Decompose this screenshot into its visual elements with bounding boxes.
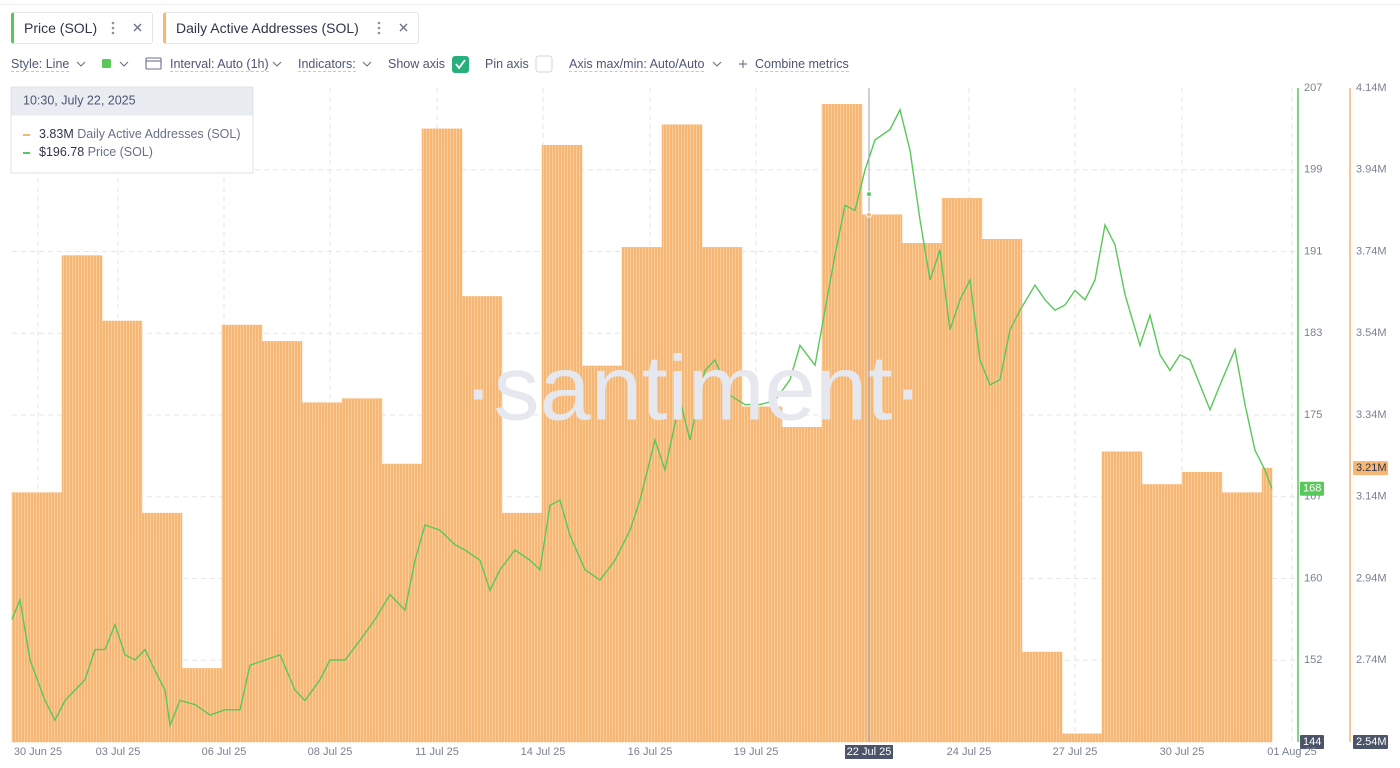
y2-tick-label: 3.34M bbox=[1356, 409, 1387, 421]
bar bbox=[741, 406, 783, 743]
y2-tick-label: 3.54M bbox=[1356, 327, 1387, 339]
x-tick-label: 19 Jul 25 bbox=[734, 746, 779, 758]
y-tick-label: 144 bbox=[1303, 736, 1321, 748]
x-tick-label: 06 Jul 25 bbox=[202, 746, 247, 758]
tooltip-value: $196.78 bbox=[39, 145, 84, 159]
tooltip-name: Price (SOL) bbox=[88, 145, 153, 159]
bar bbox=[101, 320, 143, 743]
x-tick-label: 16 Jul 25 bbox=[628, 746, 673, 758]
y-tick-label: 199 bbox=[1304, 164, 1322, 176]
bar bbox=[861, 214, 903, 743]
bar bbox=[981, 238, 1023, 743]
y-tick-label: 152 bbox=[1304, 654, 1322, 666]
axis-maxmin-select[interactable]: Axis max/min: Auto/Auto bbox=[569, 57, 705, 72]
hover-dot bbox=[866, 211, 872, 218]
last-price-bg bbox=[1300, 481, 1324, 496]
watermark: ·santiment· bbox=[463, 337, 923, 439]
x-tick-label: 14 Jul 25 bbox=[521, 746, 566, 758]
bar bbox=[141, 512, 183, 743]
x-tick-label: 30 Jun 25 bbox=[14, 746, 62, 758]
x-tick-label: 24 Jul 25 bbox=[947, 746, 992, 758]
x-tick-label: 22 Jul 25 bbox=[847, 746, 892, 758]
bar bbox=[1221, 492, 1263, 743]
x-tick-label: 03 Jul 25 bbox=[96, 746, 141, 758]
bar bbox=[381, 463, 423, 743]
x-tick-label: 30 Jul 25 bbox=[1160, 746, 1205, 758]
y-tick-label: 191 bbox=[1304, 245, 1322, 257]
bar bbox=[1101, 451, 1143, 743]
y2-tick-label: 3.74M bbox=[1356, 245, 1387, 257]
y-tick-label-bg bbox=[1300, 735, 1324, 749]
bar bbox=[581, 365, 623, 743]
x-tick-label: 11 Jul 25 bbox=[415, 746, 459, 758]
bar bbox=[501, 512, 543, 743]
y2-tick-label: 2.94M bbox=[1356, 572, 1387, 584]
y-tick-label: 207 bbox=[1304, 82, 1322, 94]
bar bbox=[1181, 471, 1223, 743]
x-tick-label: 01 Aug 25 bbox=[1267, 746, 1317, 758]
bar bbox=[941, 198, 983, 743]
price-line bbox=[11, 107, 1273, 729]
y2-tick-label: 2.54M bbox=[1356, 736, 1387, 748]
last-price: 168 bbox=[1303, 483, 1321, 495]
bar bbox=[341, 398, 383, 743]
tab-label: Daily Active Addresses (SOL) bbox=[176, 20, 359, 36]
y2-tick-label: 2.74M bbox=[1356, 654, 1387, 666]
bar bbox=[541, 144, 583, 743]
bar bbox=[61, 255, 103, 743]
y2-tick-label: 3.14M bbox=[1356, 491, 1387, 503]
bar bbox=[261, 341, 303, 743]
tooltip-value: 3.83M bbox=[39, 127, 74, 141]
y2-tick-label: 4.14M bbox=[1356, 82, 1387, 94]
tooltip-header bbox=[11, 87, 253, 116]
y2-tick-label: 3.94M bbox=[1356, 164, 1387, 176]
y-tick-label: 175 bbox=[1304, 409, 1322, 421]
bar bbox=[1141, 484, 1183, 743]
toolbar-icons bbox=[76, 55, 747, 73]
interval-select[interactable]: Interval: Auto (1h) bbox=[170, 57, 269, 72]
bar bbox=[461, 296, 503, 743]
x-tick-label-bg bbox=[845, 745, 893, 759]
bar bbox=[701, 247, 743, 743]
show-axis-label[interactable]: Show axis bbox=[388, 57, 445, 71]
indicators-select[interactable]: Indicators: bbox=[298, 57, 356, 72]
pin-axis-label[interactable]: Pin axis bbox=[485, 57, 529, 71]
last-addresses: 3.21M bbox=[1356, 462, 1387, 474]
bar bbox=[1061, 733, 1103, 743]
bar bbox=[1021, 651, 1063, 743]
last-addresses-bg bbox=[1353, 461, 1388, 476]
tab-label: Price (SOL) bbox=[24, 20, 98, 36]
style-select[interactable]: Style: Line bbox=[11, 57, 70, 72]
bar bbox=[661, 124, 703, 743]
x-tick-label: 08 Jul 25 bbox=[308, 746, 353, 758]
x-tick-label: 27 Jul 25 bbox=[1053, 746, 1098, 758]
bar bbox=[181, 668, 223, 743]
y-tick-label: 160 bbox=[1304, 572, 1322, 584]
hover-dot bbox=[866, 191, 872, 198]
tooltip-item: 3.83M Daily Active Addresses (SOL) bbox=[39, 127, 241, 141]
y2-tick-label-bg bbox=[1353, 735, 1388, 749]
metric-tab[interactable]: Daily Active Addresses (SOL) bbox=[163, 12, 419, 44]
tooltip-title: 10:30, July 22, 2025 bbox=[23, 93, 136, 107]
tab-icons bbox=[111, 21, 408, 35]
top-border bbox=[0, 4, 1400, 5]
bar bbox=[901, 243, 943, 743]
bar bbox=[221, 324, 263, 743]
y-tick-label: 183 bbox=[1304, 327, 1322, 339]
combine-metrics[interactable]: Combine metrics bbox=[755, 57, 849, 72]
bar bbox=[301, 402, 343, 743]
tooltip-item: $196.78 Price (SOL) bbox=[39, 145, 153, 159]
bar bbox=[11, 492, 63, 743]
bar bbox=[1261, 467, 1273, 743]
tooltip-name: Daily Active Addresses (SOL) bbox=[77, 127, 240, 141]
metric-tab[interactable]: Price (SOL) bbox=[11, 12, 153, 44]
bar bbox=[781, 427, 823, 743]
bar bbox=[421, 128, 463, 743]
